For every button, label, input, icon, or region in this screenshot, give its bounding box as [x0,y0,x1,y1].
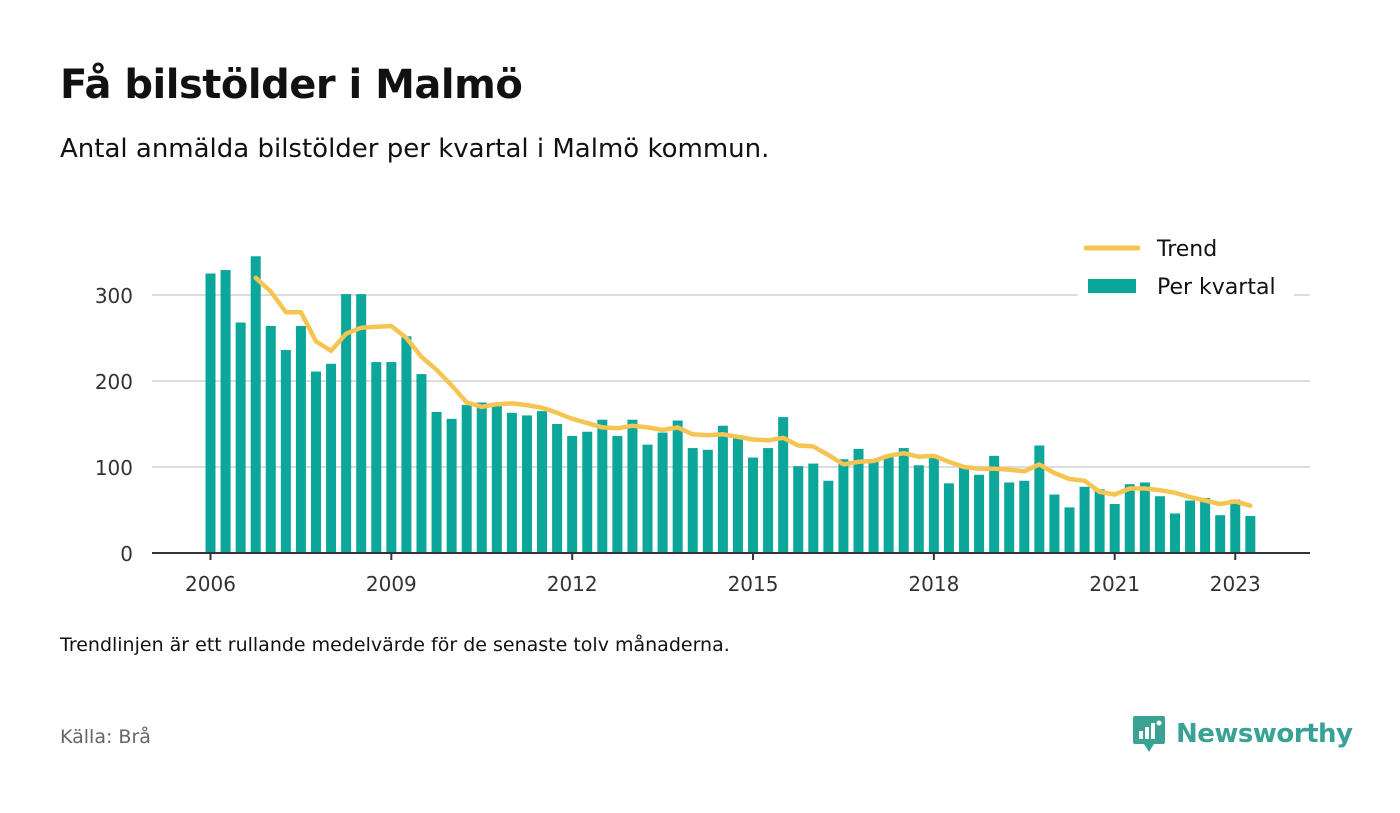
bar [913,465,924,553]
bar [974,474,985,553]
bar [416,374,427,553]
bar [687,448,698,553]
bar [763,448,774,553]
bar [898,448,909,553]
bar [1230,499,1241,553]
bar [491,402,502,553]
bar [732,435,743,553]
bar [371,362,382,553]
bar [1034,445,1045,553]
bar [521,415,532,553]
bar [597,419,608,553]
grid-lines [152,294,1310,468]
legend: Trend Per kvartal [1078,232,1294,306]
x-tick-label: 2015 [728,572,779,596]
bar [868,461,879,553]
bar [928,456,939,553]
bar [295,325,306,553]
y-tick-label: 100 [95,456,133,480]
x-tick-label: 2009 [366,572,417,596]
y-tick-label: 0 [120,542,133,566]
x-tick-label: 2006 [185,572,236,596]
bar [1004,482,1015,553]
bar [1094,489,1105,553]
bar [326,363,337,553]
newsworthy-logo-icon [1133,716,1165,752]
bar [1215,515,1226,553]
bar [1049,494,1060,553]
trend-series [253,275,1253,508]
bar [717,425,728,553]
axes: 0 100 200 300 2006 2009 2012 2015 2018 2021 2023 [95,284,1310,596]
bar [205,273,216,553]
bar [959,467,969,553]
bar [748,457,759,553]
x-tick-label: 2018 [908,572,959,596]
bar [823,480,834,553]
bar [943,483,954,553]
bar [1124,484,1135,553]
newsworthy-logo-text: Newsworthy [1176,719,1353,749]
legend-background [1078,232,1294,306]
bar [1079,486,1090,553]
legend-bar-label: Per kvartal [1157,275,1276,300]
bar [883,456,894,553]
bar [537,411,548,553]
bar [341,294,352,553]
bar [1109,503,1120,553]
bar [476,402,487,553]
bar [1139,482,1150,553]
bar [265,325,276,553]
x-tick-label: 2021 [1089,572,1140,596]
bar [356,294,367,553]
bar [431,411,442,553]
bar [552,424,563,553]
bar [401,336,412,553]
bar [808,463,819,553]
bar [250,256,261,553]
bar [612,436,623,553]
trend-line [253,275,1253,508]
bar [310,371,321,553]
bar [1169,513,1180,553]
bar [1200,497,1211,553]
newsworthy-logo: Newsworthy [1132,712,1353,756]
bar [446,418,457,553]
bar [702,449,713,553]
y-tick-label: 300 [95,284,133,308]
x-tick-label: 2023 [1210,572,1261,596]
bar [672,420,683,553]
bar [778,417,789,553]
chart-note: Trendlinjen är ett rullande medelvärde f… [60,634,730,656]
bar [220,270,231,553]
bar [1019,480,1030,553]
bar [386,362,397,553]
bar [1064,507,1075,553]
bar [1154,496,1165,553]
bar [989,455,1000,553]
bar [582,431,593,553]
source-label: Källa: Brå [60,726,151,748]
bar [838,459,849,553]
bar [1245,516,1256,553]
bar-series [205,256,1256,553]
bar [506,412,517,553]
bar [1185,500,1196,553]
y-tick-label: 200 [95,370,133,394]
legend-bar-swatch [1088,279,1136,293]
bar [461,405,472,553]
bar [280,350,291,553]
chart-title: Få bilstölder i Malmö [60,62,523,108]
bar [235,322,246,553]
bar [853,448,864,553]
bar [567,436,578,553]
bar [657,432,668,553]
chart-subtitle: Antal anmälda bilstölder per kvartal i M… [60,134,770,164]
bar [642,444,653,553]
bar [627,419,638,553]
legend-trend-label: Trend [1156,237,1217,262]
chart-area: 0 100 200 300 2006 2009 2012 2015 2018 2021 2023 T… [94,232,1310,596]
bar [793,466,804,553]
x-tick-label: 2012 [547,572,598,596]
